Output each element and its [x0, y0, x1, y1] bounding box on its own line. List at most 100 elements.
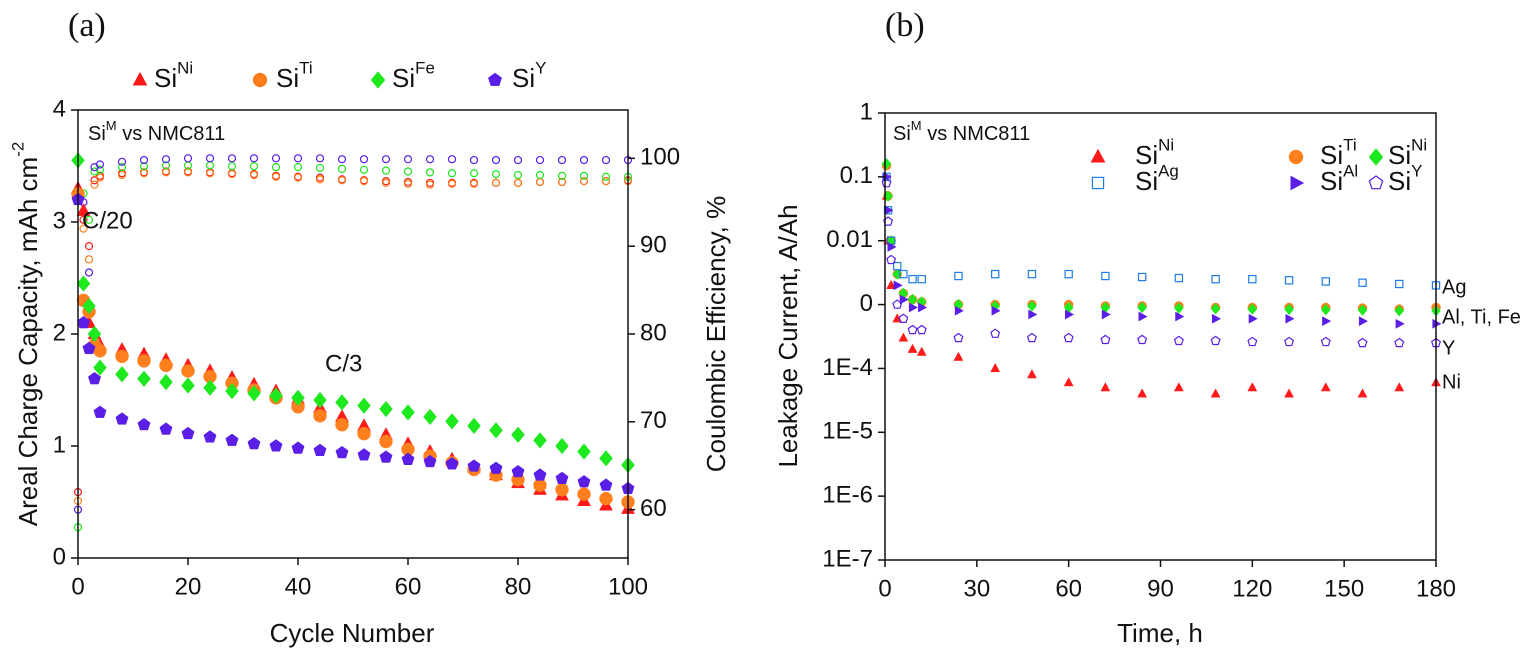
data-point [115, 366, 129, 383]
data-point [203, 430, 217, 443]
y2-tick-label: 70 [640, 407, 667, 434]
y-tick-label: 1 [53, 431, 66, 458]
legend-label: SiNi [154, 59, 193, 93]
data-point [513, 178, 523, 188]
data-point [84, 268, 94, 277]
data-point [1101, 309, 1111, 320]
data-point [469, 169, 479, 178]
data-point [93, 344, 107, 358]
data-point [577, 475, 591, 488]
data-point [313, 409, 327, 423]
data-point [1320, 382, 1331, 392]
text-part: Si [1320, 140, 1343, 170]
text-part: Si [1135, 140, 1158, 170]
data-point [381, 166, 391, 175]
data-point [1358, 316, 1369, 327]
data-point [1027, 269, 1037, 279]
data-point [577, 443, 591, 460]
data-point [76, 275, 91, 292]
legend-label: SiY [512, 59, 546, 93]
data-point [886, 279, 897, 289]
x-tick-label: 60 [1055, 575, 1082, 602]
data-point [469, 155, 479, 165]
data-point [1394, 382, 1405, 392]
annotation: SiM vs NMC811 [88, 118, 225, 145]
data-point [115, 349, 129, 364]
data-point [79, 224, 88, 233]
superscript: Y [1411, 162, 1422, 181]
data-point [990, 328, 1001, 338]
data-point [313, 391, 327, 409]
data-point [579, 177, 589, 186]
data-point [84, 215, 94, 224]
annotation: C/20 [82, 207, 133, 234]
data-point [181, 426, 195, 440]
data-point [137, 370, 151, 387]
data-point [1247, 382, 1258, 392]
data-point [227, 170, 237, 179]
data-point [1211, 274, 1220, 284]
data-point [447, 179, 457, 188]
text-part: Si [154, 63, 177, 93]
y2-axis-label: Coulombic Efficiency, % [701, 196, 731, 472]
data-point [908, 274, 917, 284]
superscript: M [106, 118, 117, 133]
data-point [601, 177, 611, 186]
data-point [599, 491, 613, 506]
data-point [117, 162, 127, 172]
y2-tick-label: 90 [640, 232, 667, 259]
data-point [1432, 318, 1442, 329]
x-tick-label: 80 [505, 573, 532, 600]
data-point [1100, 334, 1111, 345]
data-point [381, 178, 391, 188]
data-point [1320, 303, 1331, 316]
data-point [315, 154, 325, 163]
data-point [359, 155, 369, 164]
text-part: vs NMC811 [922, 123, 1031, 145]
data-point [1285, 313, 1295, 324]
data-point [1064, 269, 1073, 279]
data-point [898, 332, 909, 342]
data-point [401, 452, 415, 465]
data-point [555, 471, 569, 484]
data-point [205, 154, 215, 163]
data-point [1065, 309, 1075, 320]
legend-marker [1091, 176, 1105, 190]
data-point [271, 172, 281, 181]
data-point [381, 155, 391, 164]
data-point [535, 170, 545, 180]
data-point [90, 167, 99, 176]
data-point [203, 379, 217, 396]
data-point [899, 269, 908, 279]
text-part: Si [1388, 166, 1411, 196]
data-point [117, 170, 127, 180]
superscript: Ti [299, 59, 312, 78]
data-point [291, 389, 305, 407]
data-point [1026, 332, 1037, 343]
data-point [447, 155, 457, 164]
y-tick-label: 3 [53, 207, 66, 234]
data-point [599, 450, 613, 467]
data-point [1247, 303, 1258, 315]
y2-tick-label: 80 [640, 319, 667, 346]
data-point [95, 173, 105, 182]
data-point [271, 154, 281, 163]
data-point [181, 377, 195, 394]
data-point [357, 448, 371, 461]
data-point [359, 177, 369, 186]
legend-label: SiTi [1320, 136, 1357, 170]
data-point [1284, 276, 1294, 285]
data-point [511, 426, 525, 443]
data-point [227, 162, 237, 171]
legend-marker [1290, 175, 1305, 191]
superscript: -2 [9, 142, 28, 157]
x-tick-label: 90 [1147, 575, 1174, 602]
data-point [423, 454, 437, 468]
annotation: SiM vs NMC811 [893, 118, 1030, 145]
data-point [379, 434, 393, 449]
data-point [1394, 337, 1405, 348]
data-point [990, 269, 1000, 279]
data-point [337, 164, 347, 173]
superscript: Ni [177, 59, 193, 78]
data-point [95, 160, 105, 169]
